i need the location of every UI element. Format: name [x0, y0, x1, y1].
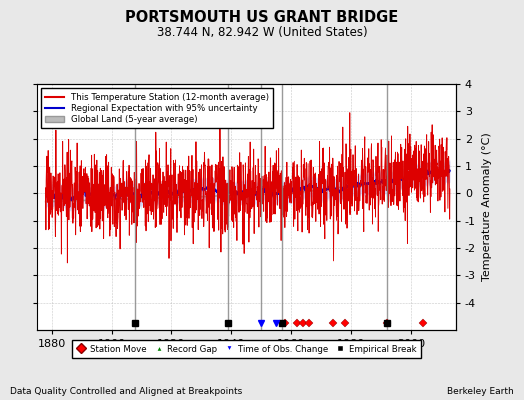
Text: 38.744 N, 82.942 W (United States): 38.744 N, 82.942 W (United States) — [157, 26, 367, 39]
Text: Berkeley Earth: Berkeley Earth — [447, 387, 514, 396]
Text: PORTSMOUTH US GRANT BRIDGE: PORTSMOUTH US GRANT BRIDGE — [125, 10, 399, 25]
Legend: Station Move, Record Gap, Time of Obs. Change, Empirical Break: Station Move, Record Gap, Time of Obs. C… — [72, 340, 421, 358]
Legend: This Temperature Station (12-month average), Regional Expectation with 95% uncer: This Temperature Station (12-month avera… — [41, 88, 274, 128]
Text: Data Quality Controlled and Aligned at Breakpoints: Data Quality Controlled and Aligned at B… — [10, 387, 243, 396]
Y-axis label: Temperature Anomaly (°C): Temperature Anomaly (°C) — [482, 133, 492, 281]
